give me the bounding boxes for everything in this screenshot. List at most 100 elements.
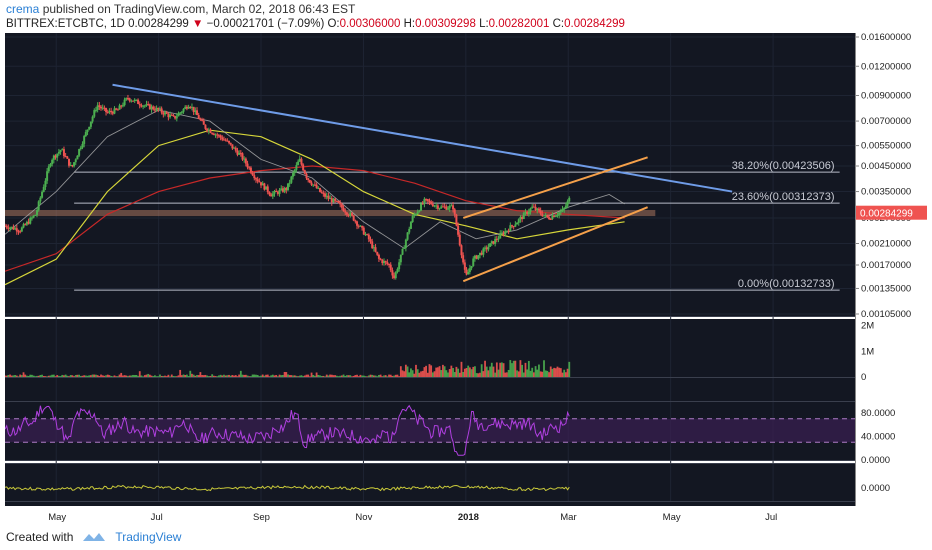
candle-body: [315, 184, 318, 189]
candle-body: [184, 106, 187, 109]
candle-body: [100, 106, 103, 109]
candle-body: [342, 207, 345, 212]
volume-bar: [250, 376, 252, 377]
candle-body: [204, 124, 207, 129]
volume-bar: [83, 375, 86, 377]
volume-bar: [132, 374, 134, 377]
volume-bar: [554, 368, 557, 377]
author-link[interactable]: crema: [6, 2, 40, 16]
candle-body: [137, 99, 140, 104]
candle-body: [386, 262, 389, 265]
volume-bar: [9, 374, 11, 377]
candle-body: [450, 205, 453, 207]
candle-body: [155, 107, 158, 111]
volume-bar: [340, 375, 343, 377]
candle-body: [17, 231, 20, 233]
candle-body: [566, 201, 569, 206]
candle-body: [350, 213, 353, 216]
candle-body: [132, 100, 135, 102]
candle-body: [238, 152, 241, 155]
volume-bar: [453, 372, 456, 377]
candle-body: [258, 181, 261, 183]
volume-bar: [170, 374, 173, 377]
volume-bar: [115, 376, 118, 377]
candle-body: [110, 110, 113, 113]
current-price-tag: [855, 205, 927, 220]
volume-bar: [22, 372, 25, 377]
volume-bar: [322, 375, 325, 377]
volume-bar: [468, 367, 471, 377]
tradingview-brand[interactable]: TradingView: [115, 530, 182, 544]
volume-bar: [452, 368, 454, 377]
volume-bar: [194, 375, 197, 377]
candle-body: [549, 218, 552, 220]
volume-bar: [273, 375, 276, 377]
volume-bar: [202, 375, 205, 377]
volume-bar: [364, 376, 367, 377]
volume-bar: [374, 375, 377, 377]
open-value: 0.00306000: [339, 18, 401, 30]
candle-body: [152, 106, 155, 110]
rsi-tick-label: 80.0000: [861, 408, 895, 419]
volume-bar: [31, 374, 33, 377]
volume-bar: [403, 371, 406, 377]
volume-bar: [305, 374, 308, 377]
volume-bar: [526, 369, 529, 377]
volume-bar: [69, 375, 72, 377]
candle-body: [288, 182, 291, 184]
volume-bar: [371, 374, 374, 377]
candle-body: [7, 227, 10, 229]
candle-body: [430, 201, 433, 205]
candle-body: [172, 115, 175, 117]
candle-body: [401, 248, 404, 255]
candle-body: [403, 247, 406, 249]
volume-bar: [335, 375, 338, 377]
volume-bar: [12, 375, 15, 377]
candle-body: [138, 103, 141, 106]
candle-body: [292, 173, 295, 177]
candle-body: [462, 255, 465, 263]
ohlc-line: BITTREX:ETCBTC, 1D 0.00284299 ▼ −0.00021…: [6, 18, 625, 30]
candle-body: [170, 114, 173, 116]
candle-body: [548, 217, 551, 219]
volume-bar: [90, 375, 92, 377]
current-price-label: 0.00284299: [860, 209, 913, 220]
chart-container[interactable]: 0.01600000 0.01200000 0.00900000 0.00700000…: [4, 32, 927, 527]
candle-body: [24, 224, 27, 226]
candle-body: [19, 231, 22, 233]
volume-bar: [477, 373, 480, 377]
volume-bar: [42, 375, 45, 377]
volume-bar: [359, 374, 362, 377]
candle-body: [125, 98, 128, 100]
volume-bar: [41, 374, 43, 377]
candle-body: [457, 225, 460, 235]
volume-bar: [167, 374, 170, 377]
candle-body: [212, 133, 215, 135]
chart-svg[interactable]: 0.01600000 0.01200000 0.00900000 0.00700000…: [4, 32, 927, 527]
volume-bar: [383, 375, 385, 377]
volume-bar: [312, 375, 315, 377]
candle-body: [367, 234, 370, 240]
candle-body: [64, 155, 67, 157]
candle-body: [497, 238, 500, 240]
candle-body: [61, 149, 64, 151]
candle-body: [69, 165, 72, 167]
volume-bar: [154, 375, 156, 377]
candle-body: [399, 254, 402, 263]
volume-bar: [388, 374, 390, 377]
volume-bar: [539, 371, 542, 377]
candle-body: [162, 112, 165, 115]
candle-body: [246, 163, 249, 168]
volume-bar: [66, 375, 69, 377]
volume-bar: [95, 374, 97, 377]
volume-bar: [287, 374, 289, 377]
candle-body: [516, 222, 519, 225]
candle-body: [113, 108, 116, 114]
candle-body: [561, 209, 564, 212]
volume-bar: [182, 374, 185, 377]
volume-bar: [315, 372, 318, 377]
y-tick-label: 0.00550000: [861, 141, 911, 152]
volume-bar: [448, 369, 451, 377]
candle-body: [446, 208, 449, 210]
volume-bar: [63, 375, 65, 377]
